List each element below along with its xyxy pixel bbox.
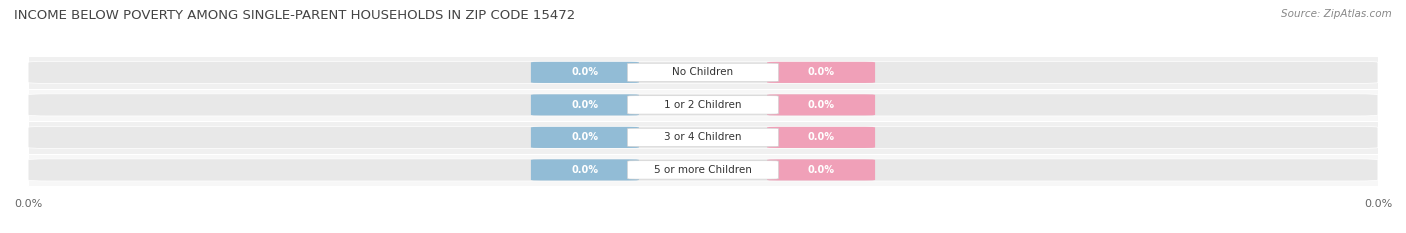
FancyBboxPatch shape <box>768 94 875 116</box>
FancyBboxPatch shape <box>531 127 638 148</box>
Text: 0.0%: 0.0% <box>571 132 599 142</box>
FancyBboxPatch shape <box>768 159 875 181</box>
Text: 0.0%: 0.0% <box>807 67 835 77</box>
FancyBboxPatch shape <box>531 94 638 116</box>
Text: No Children: No Children <box>672 67 734 77</box>
FancyBboxPatch shape <box>531 62 638 83</box>
FancyBboxPatch shape <box>531 159 638 181</box>
FancyBboxPatch shape <box>627 96 779 114</box>
Text: 5 or more Children: 5 or more Children <box>654 165 752 175</box>
FancyBboxPatch shape <box>627 63 779 82</box>
Bar <box>28 89 1378 121</box>
FancyBboxPatch shape <box>627 161 779 179</box>
Text: Source: ZipAtlas.com: Source: ZipAtlas.com <box>1281 9 1392 19</box>
Text: 1 or 2 Children: 1 or 2 Children <box>664 100 742 110</box>
Text: 0.0%: 0.0% <box>807 100 835 110</box>
FancyBboxPatch shape <box>768 62 875 83</box>
Text: 0.0%: 0.0% <box>807 165 835 175</box>
Text: 0.0%: 0.0% <box>571 165 599 175</box>
FancyBboxPatch shape <box>28 61 1378 83</box>
Text: 3 or 4 Children: 3 or 4 Children <box>664 132 742 142</box>
FancyBboxPatch shape <box>627 128 779 147</box>
FancyBboxPatch shape <box>28 126 1378 148</box>
Text: INCOME BELOW POVERTY AMONG SINGLE-PARENT HOUSEHOLDS IN ZIP CODE 15472: INCOME BELOW POVERTY AMONG SINGLE-PARENT… <box>14 9 575 22</box>
Text: 0.0%: 0.0% <box>807 132 835 142</box>
FancyBboxPatch shape <box>28 94 1378 116</box>
Bar <box>28 154 1378 186</box>
FancyBboxPatch shape <box>768 127 875 148</box>
Text: 0.0%: 0.0% <box>571 67 599 77</box>
Text: 0.0%: 0.0% <box>571 100 599 110</box>
Bar <box>28 121 1378 154</box>
FancyBboxPatch shape <box>28 159 1378 181</box>
Bar <box>28 56 1378 89</box>
